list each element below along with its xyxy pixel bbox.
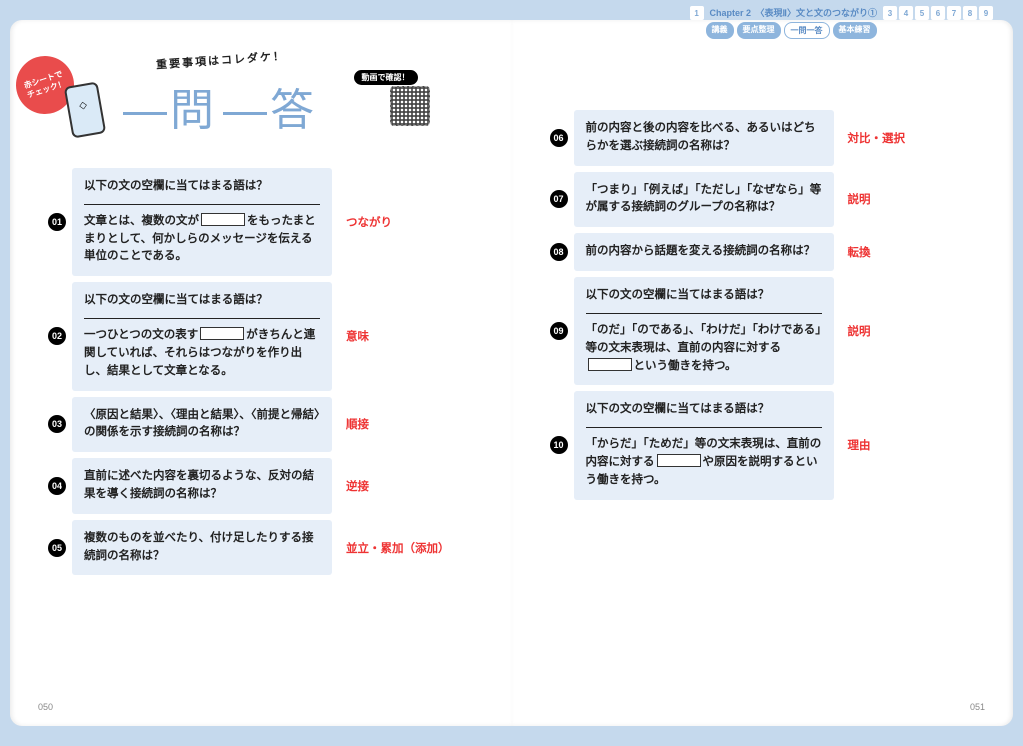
qa-item: 03 〈原因と結果〉、〈理由と結果〉、〈前提と帰結〉の関係を示す接続詞の名称は？順… <box>46 397 476 453</box>
qa-answer: 逆接 <box>332 458 476 514</box>
nav-num[interactable]: 8 <box>963 6 977 20</box>
qa-num-col: 10 <box>548 391 574 499</box>
qa-num-col: 06 <box>548 110 574 166</box>
nav-num[interactable]: 6 <box>931 6 945 20</box>
qa-num-col: 02 <box>46 282 72 390</box>
qa-number-badge: 09 <box>550 322 568 340</box>
qa-item: 04 直前に述べた内容を裏切るような、反対の結果を導く接続詞の名称は？逆接 <box>46 458 476 514</box>
page-number-right: 051 <box>970 702 985 712</box>
nav-tab[interactable]: 要点整理 <box>737 22 781 39</box>
qa-item: 08 前の内容から話題を変える接続詞の名称は？転換 <box>548 233 978 271</box>
qa-answer: 説明 <box>834 172 978 228</box>
qa-number-badge: 07 <box>550 190 568 208</box>
qa-number-badge: 06 <box>550 129 568 147</box>
qa-item: 01 以下の文の空欄に当てはまる語は？文章とは、複数の文がをもったまとまりとして、… <box>46 168 476 276</box>
qa-item: 02 以下の文の空欄に当てはまる語は？一つひとつの文の表すがきちんと連関していれば… <box>46 282 476 390</box>
qa-number-badge: 05 <box>48 539 66 557</box>
qa-num-col: 09 <box>548 277 574 385</box>
qa-num-col: 03 <box>46 397 72 453</box>
qa-num-col: 05 <box>46 520 72 576</box>
qa-question: 以下の文の空欄に当てはまる語は？「のだ」「のである」、「わけだ」「わけである」等… <box>574 277 834 385</box>
qa-num-col: 08 <box>548 233 574 271</box>
qa-number-badge: 10 <box>550 436 568 454</box>
qa-answer: 理由 <box>834 391 978 499</box>
qa-question: 以下の文の空欄に当てはまる語は？一つひとつの文の表すがきちんと連関していれば、そ… <box>72 282 332 390</box>
header: 赤シートで チェック！ 重要事項はコレダケ！ 問答 動画で確認！ <box>46 40 476 160</box>
qa-answer: 説明 <box>834 277 978 385</box>
qa-question: 以下の文の空欄に当てはまる語は？「からだ」「ためだ」等の文末表現は、直前の内容に… <box>574 391 834 499</box>
page-title: 問答 <box>120 74 320 138</box>
qa-number-badge: 03 <box>48 415 66 433</box>
qa-item: 09 以下の文の空欄に当てはまる語は？「のだ」「のである」、「わけだ」「わけである… <box>548 277 978 385</box>
qa-question: 以下の文の空欄に当てはまる語は？文章とは、複数の文がをもったまとまりとして、何か… <box>72 168 332 276</box>
nav-num[interactable]: 1 <box>690 6 704 20</box>
nav-num[interactable]: 4 <box>899 6 913 20</box>
qa-answer: 転換 <box>834 233 978 271</box>
nav-tabs: 講義要点整理一問一答基本練習 <box>706 22 881 39</box>
qa-question: 複数のものを並べたり、付け足したりする接続詞の名称は？ <box>72 520 332 576</box>
chapter-nav: 1 Chapter 2 〈表現Ⅱ〉文と文のつながり① 講義要点整理一問一答基本練… <box>690 6 993 39</box>
qa-number-badge: 01 <box>48 213 66 231</box>
phone-character-icon <box>68 84 110 148</box>
right-page: 1 Chapter 2 〈表現Ⅱ〉文と文のつながり① 講義要点整理一問一答基本練… <box>512 20 1014 726</box>
qa-answer: 対比・選択 <box>834 110 978 166</box>
left-page: 赤シートで チェック！ 重要事項はコレダケ！ 問答 動画で確認！ 01 以下の文の… <box>10 20 512 726</box>
qa-item: 05 複数のものを並べたり、付け足したりする接続詞の名称は？並立・累加（添加） <box>46 520 476 576</box>
qa-item: 06 前の内容と後の内容を比べる、あるいはどちらかを選ぶ接続詞の名称は？対比・選択 <box>548 110 978 166</box>
nav-chapter-block: Chapter 2 〈表現Ⅱ〉文と文のつながり① 講義要点整理一問一答基本練習 <box>706 6 881 39</box>
qa-question: 〈原因と結果〉、〈理由と結果〉、〈前提と帰結〉の関係を示す接続詞の名称は？ <box>72 397 332 453</box>
qa-num-col: 04 <box>46 458 72 514</box>
qa-question: 直前に述べた内容を裏切るような、反対の結果を導く接続詞の名称は？ <box>72 458 332 514</box>
qa-num-col: 01 <box>46 168 72 276</box>
nav-tab[interactable]: 一問一答 <box>784 22 830 39</box>
nav-num[interactable]: 7 <box>947 6 961 20</box>
qa-answer: 順接 <box>332 397 476 453</box>
qr-code-icon[interactable] <box>390 86 430 126</box>
qa-number-badge: 02 <box>48 327 66 345</box>
page-spread: 赤シートで チェック！ 重要事項はコレダケ！ 問答 動画で確認！ 01 以下の文の… <box>10 20 1013 726</box>
qa-answer: 並立・累加（添加） <box>332 520 476 576</box>
subtitle-curve: 重要事項はコレダケ！ <box>156 47 287 72</box>
qa-answer: つながり <box>332 168 476 276</box>
nav-num[interactable]: 9 <box>979 6 993 20</box>
video-badge: 動画で確認！ <box>354 70 418 85</box>
nav-tab[interactable]: 講義 <box>706 22 734 39</box>
qa-question: 前の内容から話題を変える接続詞の名称は？ <box>574 233 834 271</box>
qa-list-right: 06 前の内容と後の内容を比べる、あるいはどちらかを選ぶ接続詞の名称は？対比・選択… <box>548 110 978 500</box>
qa-question: 前の内容と後の内容を比べる、あるいはどちらかを選ぶ接続詞の名称は？ <box>574 110 834 166</box>
qa-number-badge: 04 <box>48 477 66 495</box>
qa-list-left: 01 以下の文の空欄に当てはまる語は？文章とは、複数の文がをもったまとまりとして、… <box>46 168 476 575</box>
qa-item: 10 以下の文の空欄に当てはまる語は？「からだ」「ためだ」等の文末表現は、直前の内… <box>548 391 978 499</box>
nav-num[interactable]: 5 <box>915 6 929 20</box>
qa-question: 「つまり」「例えば」「ただし」「なぜなら」等が属する接続詞のグループの名称は？ <box>574 172 834 228</box>
qa-number-badge: 08 <box>550 243 568 261</box>
nav-tab[interactable]: 基本練習 <box>833 22 877 39</box>
qa-answer: 意味 <box>332 282 476 390</box>
nav-chapter-title: Chapter 2 〈表現Ⅱ〉文と文のつながり① <box>706 6 881 19</box>
nav-num[interactable]: 3 <box>883 6 897 20</box>
page-number-left: 050 <box>38 702 53 712</box>
qa-num-col: 07 <box>548 172 574 228</box>
qa-item: 07 「つまり」「例えば」「ただし」「なぜなら」等が属する接続詞のグループの名称は… <box>548 172 978 228</box>
